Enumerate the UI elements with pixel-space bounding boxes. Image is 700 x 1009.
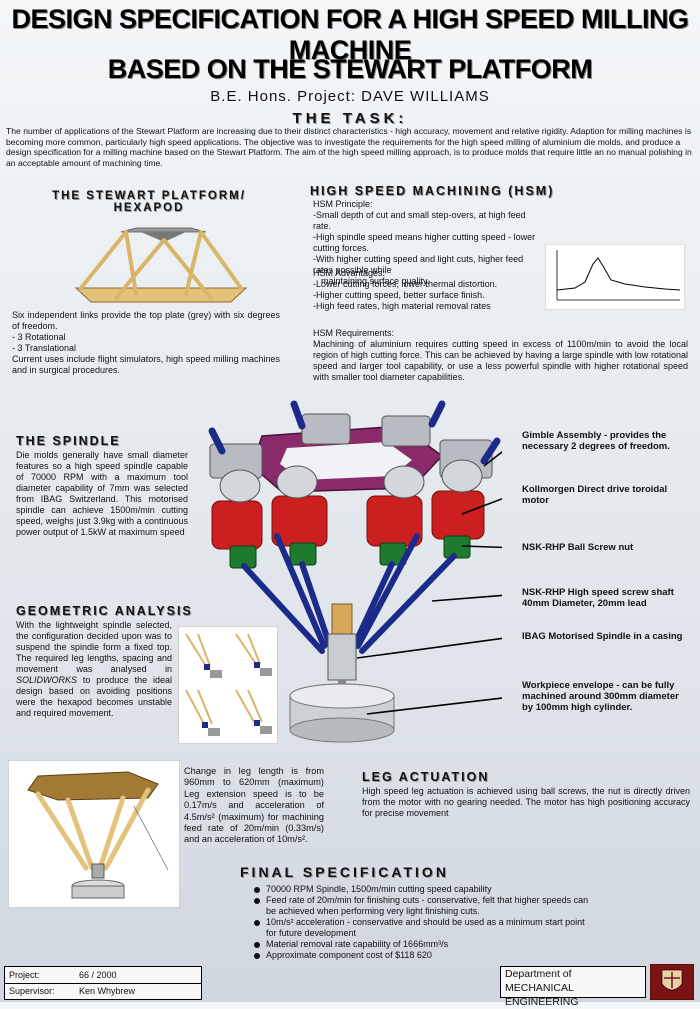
- poster-title-line1: DESIGN SPECIFICATION FOR A HIGH SPEED MI…: [11, 4, 689, 65]
- poster-subtitle: B.E. Hons. Project: DAVE WILLIAMS: [210, 88, 490, 105]
- final-spec-item: 10m/s² acceleration - conservative and s…: [254, 917, 596, 939]
- geometric-body: With the lightweight spindle selected, t…: [16, 620, 172, 718]
- spindle-body: Die molds generally have small diameter …: [16, 450, 188, 537]
- final-spec-item: Feed rate of 20m/min for finishing cuts …: [254, 895, 596, 917]
- department-line2: MECHANICAL ENGINEERING: [505, 982, 579, 1008]
- hexapod-assembly-render: [208, 400, 502, 743]
- leg-length-drawing: [8, 760, 180, 908]
- stewart-heading: THE STEWART PLATFORM/ HEXAPOD: [52, 190, 246, 214]
- hsm-advantages: HSM Advantages: -Lower cutting forces, l…: [313, 268, 498, 311]
- final-spec-item: 70000 RPM Spindle, 1500m/min cutting spe…: [254, 884, 596, 895]
- university-crest-icon: [650, 964, 694, 1000]
- spindle-heading: THE SPINDLE: [16, 434, 121, 448]
- project-label: Project:: [9, 970, 40, 980]
- callout-motor: Kollmorgen Direct drive toroidal motor: [522, 484, 668, 506]
- hsm-heading: HIGH SPEED MACHINING (HSM): [310, 184, 555, 198]
- callout-ballscrew-nut: NSK-RHP Ball Screw nut: [522, 542, 634, 553]
- poster-title-line2: BASED ON THE STEWART PLATFORM: [107, 54, 593, 84]
- project-info-box: Project: 66 / 2000 Supervisor: Ken Whybr…: [4, 966, 202, 1000]
- leg-actuation-body: High speed leg actuation is achieved usi…: [362, 786, 690, 818]
- hsm-requirements: HSM Requirements: Machining of aluminium…: [313, 328, 688, 382]
- leg-actuation-heading: LEG ACTUATION: [362, 770, 490, 784]
- stewart-body: Six independent links provide the top pl…: [12, 310, 280, 375]
- task-heading: THE TASK:: [292, 110, 408, 127]
- callout-screw-shaft: NSK-RHP High speed screw shaft 40mm Diame…: [522, 587, 674, 609]
- final-spec-heading: FINAL SPECIFICATION: [240, 864, 449, 880]
- leg-change-body: Change in leg length is from 960mm to 62…: [184, 766, 324, 845]
- callout-spindle: IBAG Motorised Spindle in a casing: [522, 631, 683, 642]
- final-spec-list: 70000 RPM Spindle, 1500m/min cutting spe…: [250, 884, 596, 961]
- hexapod-sketch: [74, 227, 248, 303]
- task-body: The number of applications of the Stewar…: [6, 126, 692, 168]
- supervisor-value: Ken Whybrew: [79, 986, 136, 996]
- project-value: 66 / 2000: [79, 970, 117, 980]
- final-spec-item: Material removal rate capability of 1666…: [254, 939, 596, 950]
- callout-gimble: Gimble Assembly - provides the necessary …: [522, 430, 670, 452]
- callout-workpiece: Workpiece envelope - can be fully machine…: [522, 680, 679, 713]
- cutting-force-graph: [545, 244, 685, 310]
- final-spec-item: Approximate component cost of $118 620: [254, 950, 596, 961]
- supervisor-label: Supervisor:: [9, 986, 55, 996]
- hsm-principle: HSM Principle: -Small depth of cut and s…: [313, 199, 536, 286]
- solidworks-analysis-views: [178, 626, 278, 744]
- geometric-heading: GEOMETRIC ANALYSIS: [16, 604, 193, 618]
- department-line1: Department of: [505, 968, 572, 980]
- department-box: Department of MECHANICAL ENGINEERING: [500, 966, 646, 1008]
